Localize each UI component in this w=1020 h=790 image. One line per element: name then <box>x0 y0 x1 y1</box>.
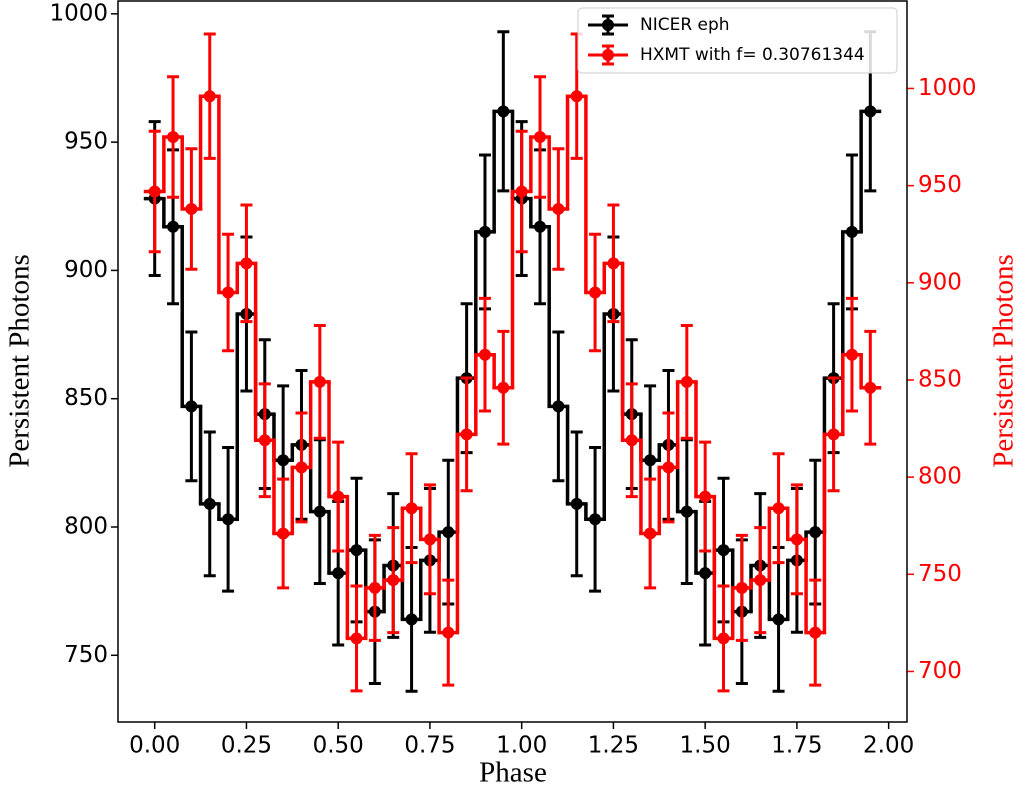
x-tick-label: 0.25 <box>221 733 272 759</box>
marker <box>845 348 858 361</box>
marker <box>827 428 840 441</box>
marker <box>332 567 345 580</box>
marker <box>203 90 216 103</box>
marker <box>607 257 620 270</box>
marker <box>167 131 180 144</box>
plot-frame <box>117 0 908 723</box>
marker <box>790 533 803 546</box>
y2-tick-label: 900 <box>918 269 962 295</box>
marker <box>277 454 290 467</box>
y-tick-label: 950 <box>64 129 108 155</box>
y-tick-label: 850 <box>64 385 108 411</box>
marker <box>442 526 455 539</box>
y-tick-label: 800 <box>64 513 108 539</box>
y2-tick-label: 950 <box>918 172 962 198</box>
x-tick-label: 0.00 <box>129 733 180 759</box>
series <box>143 32 882 693</box>
marker <box>148 185 161 198</box>
marker <box>699 490 712 503</box>
y-tick-label: 1000 <box>49 0 108 26</box>
marker <box>589 513 602 526</box>
marker <box>350 632 363 645</box>
marker <box>699 567 712 580</box>
marker <box>552 400 565 413</box>
marker <box>662 461 675 474</box>
marker <box>515 185 528 198</box>
y-tick-label: 900 <box>64 257 108 283</box>
marker <box>735 581 748 594</box>
marker <box>772 613 785 626</box>
y-axis-label: Persistent Photons <box>4 254 36 468</box>
marker <box>387 574 400 587</box>
marker <box>589 286 602 299</box>
marker <box>405 502 418 515</box>
marker <box>295 461 308 474</box>
marker <box>478 225 491 238</box>
marker <box>478 348 491 361</box>
marker <box>552 202 565 215</box>
marker <box>222 286 235 299</box>
marker <box>185 400 198 413</box>
marker <box>717 544 730 557</box>
y2-tick-label: 750 <box>918 561 962 587</box>
marker <box>570 90 583 103</box>
y2-tick-label: 850 <box>918 366 962 392</box>
legend-box <box>577 7 898 74</box>
marker <box>497 381 510 394</box>
marker <box>240 257 253 270</box>
y2-tick-label: 800 <box>918 464 962 490</box>
x-tick-label: 1.75 <box>771 733 822 759</box>
marker <box>350 544 363 557</box>
marker <box>644 527 657 540</box>
legend-label: HXMT with f= 0.30761344 <box>640 45 865 65</box>
marker <box>534 131 547 144</box>
y-tick-label: 750 <box>64 642 108 668</box>
x-tick-label: 1.00 <box>496 733 547 759</box>
marker <box>313 375 326 388</box>
marker <box>680 505 693 518</box>
marker <box>405 613 418 626</box>
legend-marker <box>602 19 614 31</box>
x-tick-label: 1.50 <box>680 733 731 759</box>
marker <box>442 626 455 639</box>
marker <box>717 632 730 645</box>
x-axis-label: Phase <box>479 757 547 789</box>
marker <box>185 202 198 215</box>
legend-marker <box>602 49 614 61</box>
x-tick-label: 1.25 <box>588 733 639 759</box>
marker <box>809 626 822 639</box>
marker <box>222 513 235 526</box>
legend-label: NICER eph <box>640 15 730 35</box>
x-tick-label: 0.50 <box>313 733 364 759</box>
marker <box>754 574 767 587</box>
marker <box>167 220 180 233</box>
marker <box>772 502 785 515</box>
y2-axis-label: Persistent Photons <box>988 254 1020 468</box>
marker <box>680 375 693 388</box>
marker <box>460 428 473 441</box>
marker <box>534 220 547 233</box>
x-tick-label: 2.00 <box>863 733 914 759</box>
marker <box>845 225 858 238</box>
marker <box>570 497 583 510</box>
marker <box>332 490 345 503</box>
marker <box>625 434 638 447</box>
marker <box>809 526 822 539</box>
marker <box>644 454 657 467</box>
marker <box>368 581 381 594</box>
marker <box>258 434 271 447</box>
y2-tick-label: 1000 <box>918 75 977 101</box>
marker <box>203 497 216 510</box>
marker <box>277 527 290 540</box>
marker <box>864 381 877 394</box>
marker <box>423 533 436 546</box>
marker <box>313 505 326 518</box>
marker <box>497 105 510 118</box>
marker <box>864 105 877 118</box>
y2-tick-label: 700 <box>918 658 962 684</box>
x-tick-label: 0.75 <box>404 733 455 759</box>
